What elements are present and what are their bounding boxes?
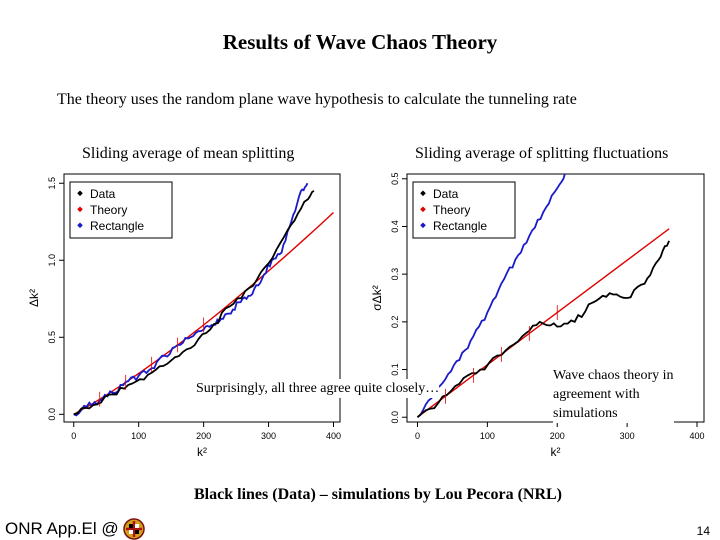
page-number: 14 bbox=[696, 524, 710, 538]
y-tick-label: 0.0 bbox=[390, 411, 400, 424]
y-tick-label: 0.1 bbox=[390, 363, 400, 376]
x-tick-label: 200 bbox=[196, 431, 211, 441]
legend-label-theory: Theory bbox=[90, 203, 127, 217]
series-rectangle-line bbox=[73, 182, 309, 417]
legend-label-theory: Theory bbox=[433, 203, 470, 217]
series-data-line bbox=[416, 240, 670, 418]
legend-label-data: Data bbox=[90, 187, 116, 201]
x-tick-label: 300 bbox=[261, 431, 276, 441]
legend-label-rectangle: Rectangle bbox=[433, 219, 487, 233]
x-tick-label: 400 bbox=[689, 431, 704, 441]
note-agree-closely: Surprisingly, all three agree quite clos… bbox=[196, 379, 440, 398]
legend-box bbox=[412, 181, 516, 239]
legend-box bbox=[69, 181, 173, 239]
y-axis-label: Δk² bbox=[27, 289, 41, 307]
note-theory-agreement: Wave chaos theory in agreement with simu… bbox=[553, 366, 674, 423]
x-tick-label: 100 bbox=[131, 431, 146, 441]
slide-subtitle: The theory uses the random plane wave hy… bbox=[57, 91, 577, 108]
y-tick-label: 0.3 bbox=[390, 268, 400, 281]
y-tick-label: 0.2 bbox=[390, 316, 400, 329]
plot-frame bbox=[63, 173, 341, 423]
series-data-line bbox=[73, 190, 315, 416]
y-tick-label: 0.4 bbox=[390, 220, 400, 233]
x-tick-label: 100 bbox=[480, 431, 495, 441]
x-tick-label: 300 bbox=[620, 431, 635, 441]
x-axis-label: k² bbox=[197, 445, 207, 459]
series-rectangle-line bbox=[416, 174, 566, 418]
y-tick-label: 0.0 bbox=[47, 408, 57, 421]
right-chart-caption: Sliding average of splitting fluctuation… bbox=[415, 145, 669, 162]
mean-splitting-chart: 0 100 200 300 400 0.0 0.5 1.0 1.5 k² Δk² Data Theory… bbox=[27, 173, 341, 459]
slide-title: Results of Wave Chaos Theory bbox=[222, 30, 498, 54]
university-seal-icon bbox=[122, 518, 145, 540]
x-axis-label: k² bbox=[551, 445, 561, 459]
x-tick-label: 0 bbox=[71, 431, 76, 441]
y-tick-label: 0.5 bbox=[47, 331, 57, 344]
x-tick-label: 0 bbox=[415, 431, 420, 441]
credit-line: Black lines (Data) – simulations by Lou … bbox=[194, 486, 562, 503]
footer-brand: ONR App.El @ bbox=[5, 518, 145, 540]
left-chart-caption: Sliding average of mean splitting bbox=[82, 145, 295, 162]
y-tick-label: 0.5 bbox=[390, 173, 400, 186]
legend-label-rectangle: Rectangle bbox=[90, 219, 144, 233]
splitting-fluctuations-chart: 0 100 200 300 400 0.0 0.1 0.2 0.3 0.4 0.5 k² σΔk² Dat… bbox=[370, 173, 705, 459]
legend-label-data: Data bbox=[433, 187, 459, 201]
x-tick-label: 400 bbox=[326, 431, 341, 441]
footer-text: ONR App.El @ bbox=[5, 519, 119, 538]
y-tick-label: 1.0 bbox=[47, 254, 57, 267]
y-tick-label: 1.5 bbox=[47, 177, 57, 190]
x-tick-label: 200 bbox=[550, 431, 565, 441]
y-axis-label: σΔk² bbox=[370, 285, 384, 310]
